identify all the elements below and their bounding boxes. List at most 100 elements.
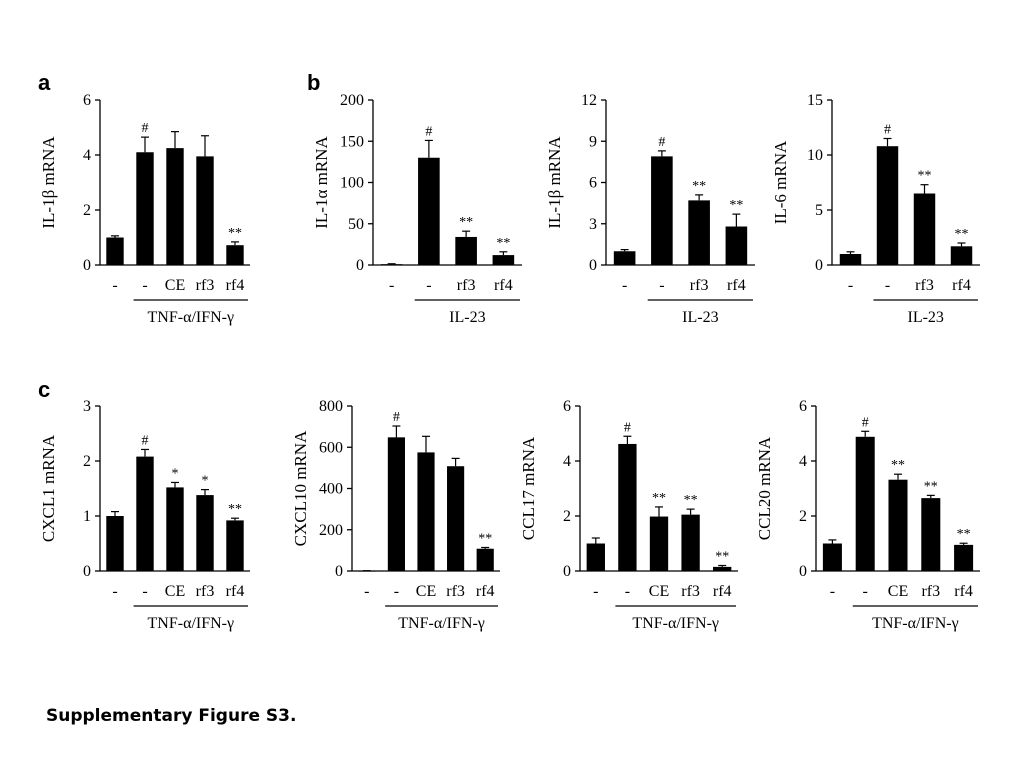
group-label: TNF-α/IFN-γ <box>148 615 235 632</box>
y-axis-label: IL-1β mRNA <box>39 136 58 229</box>
category-label: - <box>394 583 399 600</box>
y-tick-label: 3 <box>83 398 91 415</box>
category-label: - <box>364 583 369 600</box>
y-tick-label: 10 <box>807 147 823 164</box>
y-tick-label: 0 <box>799 563 807 580</box>
y-tick-label: 2 <box>83 453 91 470</box>
bar <box>651 156 673 265</box>
category-label: - <box>112 277 117 294</box>
figure-caption: Supplementary Figure S3. <box>46 706 297 726</box>
y-tick-label: 0 <box>83 257 91 274</box>
chart-2: 0 50 100 150 200 IL-1α mRNA - # - ** rf3 ** rf4 IL-23 <box>312 92 522 326</box>
y-tick-label: 4 <box>563 453 571 470</box>
bar <box>166 487 184 571</box>
significance-mark: # <box>624 420 631 435</box>
category-label: rf3 <box>921 583 940 600</box>
significance-mark: ** <box>918 169 932 184</box>
category-label: rf3 <box>196 277 215 294</box>
y-tick-label: 200 <box>319 522 343 539</box>
bar <box>613 251 636 265</box>
panel-letter-c: c <box>38 377 50 402</box>
bar <box>106 516 124 571</box>
y-tick-label: 200 <box>340 92 364 109</box>
bar <box>921 498 941 571</box>
y-axis-label: CXCL1 mRNA <box>39 434 58 542</box>
group-label: IL-23 <box>682 309 718 326</box>
significance-mark: ** <box>957 527 971 542</box>
significance-mark: # <box>658 135 665 150</box>
y-axis-label: IL-1α mRNA <box>312 136 331 229</box>
y-axis-label: CXCL10 mRNA <box>291 430 310 546</box>
significance-mark: ** <box>955 227 969 242</box>
y-tick-label: 2 <box>83 202 91 219</box>
significance-mark: * <box>172 466 179 481</box>
y-tick-label: 0 <box>589 257 597 274</box>
bar <box>226 520 244 571</box>
bar <box>913 193 936 265</box>
y-tick-label: 0 <box>83 563 91 580</box>
significance-mark: # <box>142 433 149 448</box>
bar <box>136 152 154 265</box>
significance-mark: ** <box>228 502 242 517</box>
bar <box>888 479 908 571</box>
chart-8: 0 2 4 6 CCL20 mRNA - # - ** CE ** rf3 ** rf4 TNF-α/IFN… <box>755 398 980 632</box>
y-tick-label: 6 <box>563 398 571 415</box>
bar <box>954 544 974 571</box>
significance-mark: ** <box>924 479 938 494</box>
significance-mark: ** <box>891 458 905 473</box>
y-tick-label: 400 <box>319 481 343 498</box>
y-tick-label: 6 <box>799 398 807 415</box>
bar <box>136 456 154 571</box>
bar <box>387 437 405 571</box>
category-label: - <box>622 277 627 294</box>
charts-layer: 0 2 4 6 IL-1β mRNA - # - CE rf3 ** rf4 TNF-α/IFN-γ 0 5… <box>39 92 980 632</box>
y-tick-label: 0 <box>356 257 364 274</box>
bar <box>688 200 710 265</box>
chart-1: 0 2 4 6 IL-1β mRNA - # - CE rf3 ** rf4 TNF-α/IFN-γ <box>39 92 250 326</box>
significance-mark: ** <box>228 226 242 241</box>
y-axis-label: CCL17 mRNA <box>519 436 538 540</box>
chart-5: 0 1 2 3 CXCL1 mRNA - # - * CE * rf3 ** rf4 TNF-α/IFN-γ <box>39 398 250 632</box>
category-label: rf4 <box>226 277 245 294</box>
bar <box>418 157 440 265</box>
panel-letter-b: b <box>307 70 320 95</box>
significance-mark: ** <box>715 550 729 565</box>
category-label: rf4 <box>476 583 495 600</box>
y-tick-label: 5 <box>815 202 823 219</box>
bar <box>447 466 465 571</box>
category-label: rf3 <box>915 277 934 294</box>
category-label: rf4 <box>954 583 973 600</box>
significance-mark: # <box>862 415 869 430</box>
significance-mark: ** <box>478 531 492 546</box>
category-label: rf3 <box>457 277 476 294</box>
category-label: - <box>625 583 630 600</box>
y-tick-label: 12 <box>581 92 597 109</box>
bar <box>586 543 605 571</box>
category-label: - <box>593 583 598 600</box>
category-label: CE <box>649 583 669 600</box>
y-tick-label: 3 <box>589 216 597 233</box>
y-tick-label: 9 <box>589 133 597 150</box>
category-label: rf4 <box>713 583 732 600</box>
bar <box>713 566 732 571</box>
y-tick-label: 0 <box>563 563 571 580</box>
category-label: rf4 <box>494 277 513 294</box>
category-label: - <box>848 277 853 294</box>
y-tick-label: 0 <box>335 563 343 580</box>
bar <box>417 452 435 571</box>
category-label: rf3 <box>196 583 215 600</box>
bar <box>876 146 899 265</box>
y-tick-label: 15 <box>807 92 823 109</box>
category-label: - <box>142 583 147 600</box>
bar <box>618 443 637 571</box>
category-label: rf3 <box>446 583 465 600</box>
y-axis-label: IL-6 mRNA <box>771 140 790 224</box>
category-label: rf4 <box>226 583 245 600</box>
significance-mark: # <box>425 124 432 139</box>
chart-7: 0 2 4 6 CCL17 mRNA - # - ** CE ** rf3 ** rf4 TNF-α/IFN… <box>519 398 738 632</box>
category-label: - <box>426 277 431 294</box>
bar <box>166 148 184 265</box>
bar <box>380 264 403 265</box>
panel-letter-a: a <box>38 70 51 95</box>
significance-mark: ** <box>729 198 743 213</box>
